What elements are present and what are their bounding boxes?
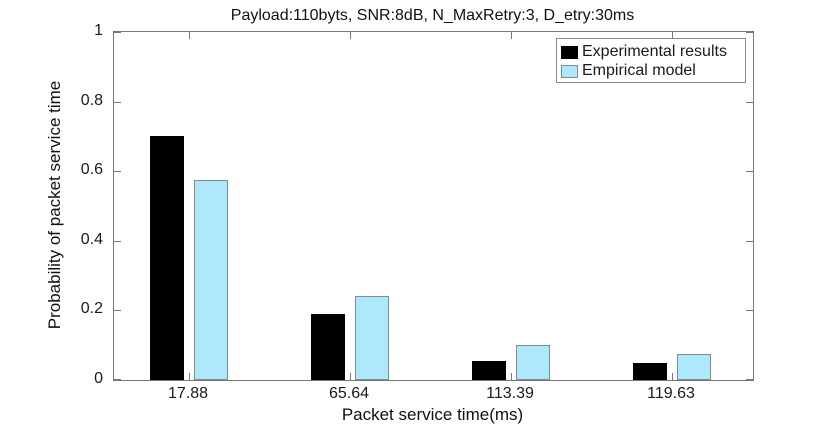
y-tick-label: 0.6 xyxy=(80,161,103,178)
bar-experimental xyxy=(150,136,184,380)
y-tick-mark xyxy=(114,171,121,172)
x-tick-mark xyxy=(672,32,673,39)
x-tick-mark xyxy=(189,32,190,39)
bar-empirical xyxy=(516,345,550,380)
y-tick-label: 0.8 xyxy=(80,92,103,109)
y-tick-mark xyxy=(746,102,753,103)
bar-experimental xyxy=(633,363,667,380)
y-tick-mark xyxy=(746,241,753,242)
chart-title: Payload:110byts, SNR:8dB, N_MaxRetry:3, … xyxy=(230,7,635,24)
x-tick-label: 17.88 xyxy=(167,385,209,402)
legend-entry-empirical: Empirical model xyxy=(561,62,745,80)
plot-area xyxy=(113,31,754,381)
legend-swatch-experimental xyxy=(561,45,578,59)
y-tick-mark xyxy=(746,32,753,33)
y-tick-mark xyxy=(114,310,121,311)
y-tick-label: 1 xyxy=(94,22,103,39)
x-axis-label: Packet service time(ms) xyxy=(341,405,524,424)
x-tick-mark xyxy=(350,32,351,39)
bar-empirical xyxy=(355,296,389,380)
y-tick-mark xyxy=(114,241,121,242)
bar-experimental xyxy=(472,361,506,380)
x-tick-mark xyxy=(350,373,351,380)
y-tick-mark xyxy=(746,171,753,172)
x-tick-mark xyxy=(189,373,190,380)
bar-experimental xyxy=(311,314,345,380)
legend-entry-experimental: Experimental results xyxy=(561,43,745,61)
x-tick-label: 113.39 xyxy=(486,385,534,402)
bar-empirical xyxy=(194,180,228,380)
y-tick-mark xyxy=(746,310,753,311)
y-tick-label: 0 xyxy=(94,370,103,387)
legend-swatch-empirical xyxy=(561,64,578,78)
y-tick-label: 0.2 xyxy=(80,300,103,317)
legend-label: Empirical model xyxy=(582,62,696,79)
x-tick-label: 65.64 xyxy=(328,385,370,402)
y-tick-label: 0.4 xyxy=(80,231,103,248)
y-tick-mark xyxy=(114,32,121,33)
y-tick-mark xyxy=(746,379,753,380)
y-tick-mark xyxy=(114,379,121,380)
x-tick-mark xyxy=(511,32,512,39)
legend: Experimental results Empirical model xyxy=(556,38,746,83)
y-axis-label: Probability of packet service time xyxy=(45,80,64,330)
x-tick-mark xyxy=(511,373,512,380)
x-tick-mark xyxy=(672,373,673,380)
bar-empirical xyxy=(677,354,711,380)
y-tick-mark xyxy=(114,102,121,103)
x-tick-label: 119.63 xyxy=(647,385,695,402)
legend-label: Experimental results xyxy=(582,43,727,60)
